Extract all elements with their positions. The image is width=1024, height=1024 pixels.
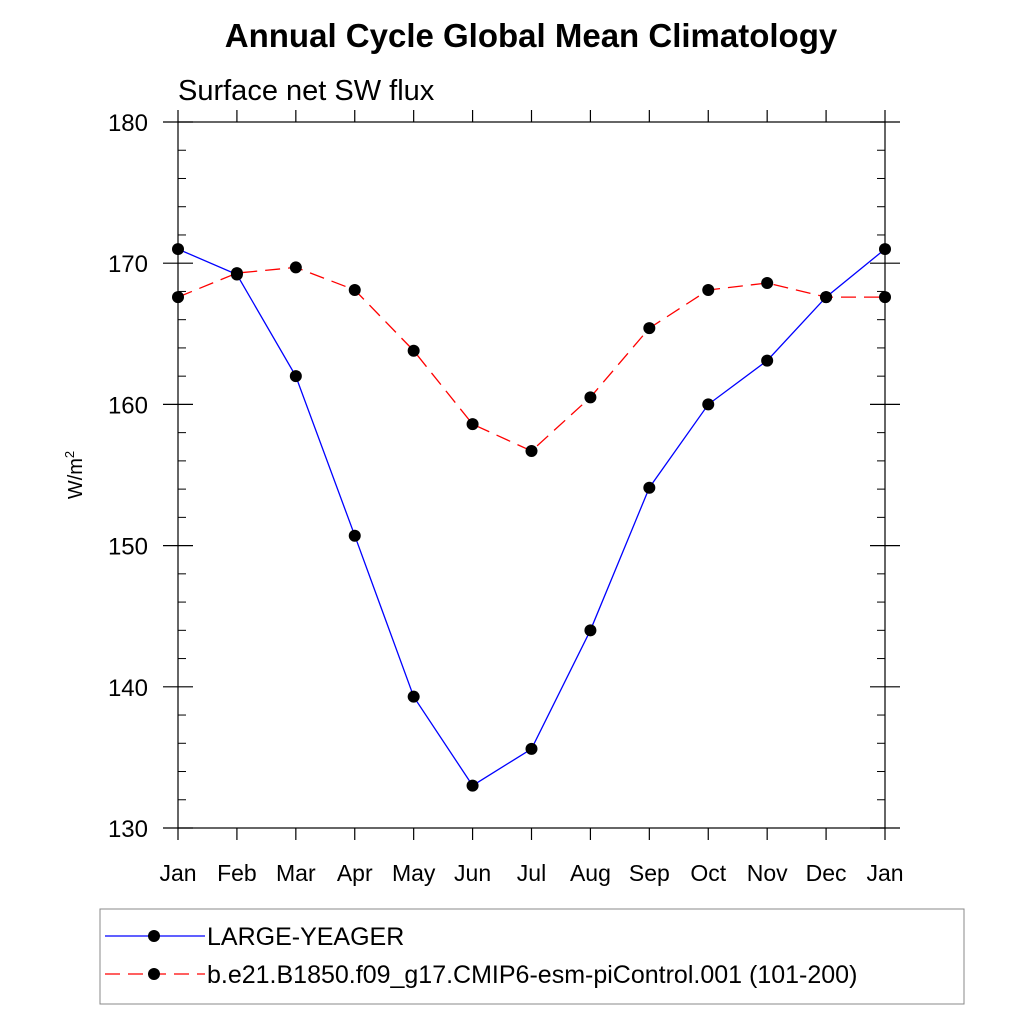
legend-marker-2 (148, 968, 160, 980)
x-tick-label: Dec (806, 860, 847, 886)
series-1-point (466, 779, 479, 792)
x-tick-label: Feb (217, 860, 257, 886)
axis-tick-labels: Jan Feb Mar Apr May Jun Jul Aug Sep Oct Nov Dec Jan 1… (108, 110, 904, 886)
y-tick-label: 140 (108, 675, 148, 702)
legend-label-1: LARGE-YEAGER (207, 923, 404, 951)
y-axis-label-superscript: 2 (62, 451, 77, 458)
series-1-point (643, 481, 656, 494)
series-2-point (761, 276, 774, 289)
series-2-point (348, 284, 361, 297)
legend-marker-1 (148, 930, 160, 942)
legend-label-2: b.e21.B1850.f09_g17.CMIP6-esm-piControl.… (207, 961, 857, 989)
x-tick-label: Jun (454, 860, 491, 886)
series-2-point (879, 291, 891, 304)
legend: LARGE-YEAGER b.e21.B1850.f09_g17.CMIP6-es… (105, 923, 857, 989)
y-tick-label: 180 (108, 110, 148, 137)
y-axis-label: W/m2 (62, 451, 87, 499)
series-1-point (879, 243, 891, 256)
series-2-point (584, 391, 597, 404)
legend-box (99, 908, 965, 1005)
y-tick-label: 150 (108, 534, 148, 561)
series-lines (177, 248, 886, 787)
series-2-point (407, 344, 420, 357)
y-tick-label: 130 (108, 816, 148, 843)
series-line-2 (177, 266, 885, 452)
x-tick-label: Mar (276, 860, 316, 886)
series-1-point (172, 243, 184, 256)
series-1-point (702, 398, 715, 411)
x-tick-label: Oct (690, 860, 726, 886)
y-axis-label-text: W/m (65, 458, 87, 499)
series-2-point (820, 291, 833, 304)
series-1-point (761, 354, 774, 367)
plot-frame (177, 121, 886, 829)
x-tick-label: Jan (159, 860, 196, 886)
series-1-point (289, 370, 302, 383)
x-tick-label: May (392, 860, 436, 886)
series-1-point (525, 742, 538, 755)
chart-subtitle: Surface net SW flux (178, 75, 435, 107)
x-tick-label: Nov (747, 860, 788, 886)
x-tick-label: Jul (517, 860, 546, 886)
x-tick-label: Aug (570, 860, 611, 886)
series-1-point (584, 624, 597, 637)
x-tick-label: Jan (866, 860, 903, 886)
series-2-point (172, 291, 184, 304)
series-line-1 (177, 248, 886, 787)
series-2-point (289, 261, 302, 274)
y-tick-label: 170 (108, 251, 148, 278)
series-markers (172, 243, 891, 792)
svg-text:W/m2: W/m2 (62, 451, 87, 499)
series-2-point (525, 444, 538, 457)
axis-ticks (163, 110, 900, 840)
chart-title: Annual Cycle Global Mean Climatology (225, 17, 838, 54)
series-2-point (702, 284, 715, 297)
y-tick-label: 160 (108, 392, 148, 419)
series-2-point (230, 267, 243, 280)
series-2-point (466, 418, 479, 431)
x-tick-label: Sep (629, 860, 670, 886)
series-1-point (407, 690, 420, 703)
series-2-point (643, 322, 656, 335)
x-tick-label: Apr (337, 860, 373, 886)
series-1-point (348, 529, 361, 542)
